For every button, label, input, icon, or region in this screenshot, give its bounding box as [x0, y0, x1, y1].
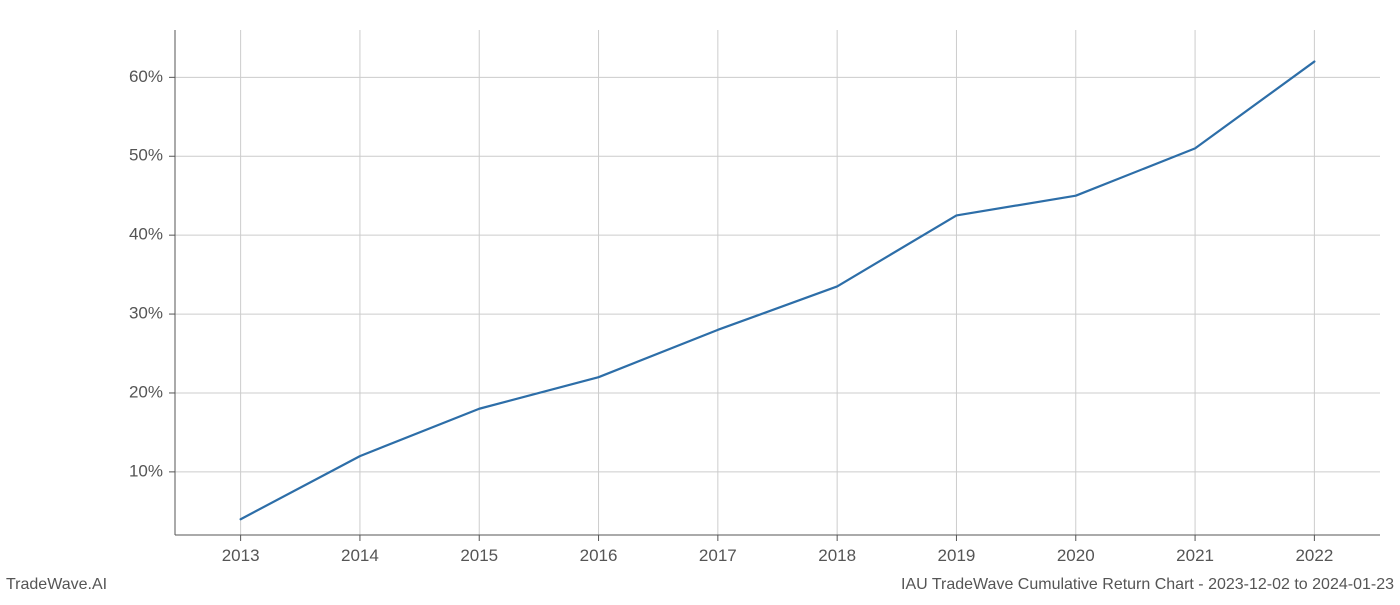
footer-right-text: IAU TradeWave Cumulative Return Chart - … — [901, 576, 1394, 594]
x-tick-label: 2019 — [938, 546, 976, 565]
y-tick-label: 40% — [129, 225, 163, 244]
y-tick-label: 50% — [129, 146, 163, 165]
y-tick-label: 20% — [129, 382, 163, 401]
x-tick-label: 2014 — [341, 546, 379, 565]
x-tick-label: 2020 — [1057, 546, 1095, 565]
x-tick-label: 2015 — [460, 546, 498, 565]
line-chart: 10% 20% 30% 40% 50% 60% 2013 2014 2015 2016 2017 20… — [0, 0, 1400, 600]
x-tick-label: 2017 — [699, 546, 737, 565]
x-tick-label: 2021 — [1176, 546, 1214, 565]
x-tick-label: 2018 — [818, 546, 856, 565]
x-tick-label: 2022 — [1295, 546, 1333, 565]
footer-left-text: TradeWave.AI — [6, 576, 107, 594]
y-tick-label: 60% — [129, 67, 163, 86]
x-tick-label: 2013 — [222, 546, 260, 565]
x-tick-label: 2016 — [580, 546, 618, 565]
y-tick-label: 10% — [129, 461, 163, 480]
chart-container: 10% 20% 30% 40% 50% 60% 2013 2014 2015 2016 2017 20… — [0, 0, 1400, 600]
y-tick-label: 30% — [129, 304, 163, 323]
